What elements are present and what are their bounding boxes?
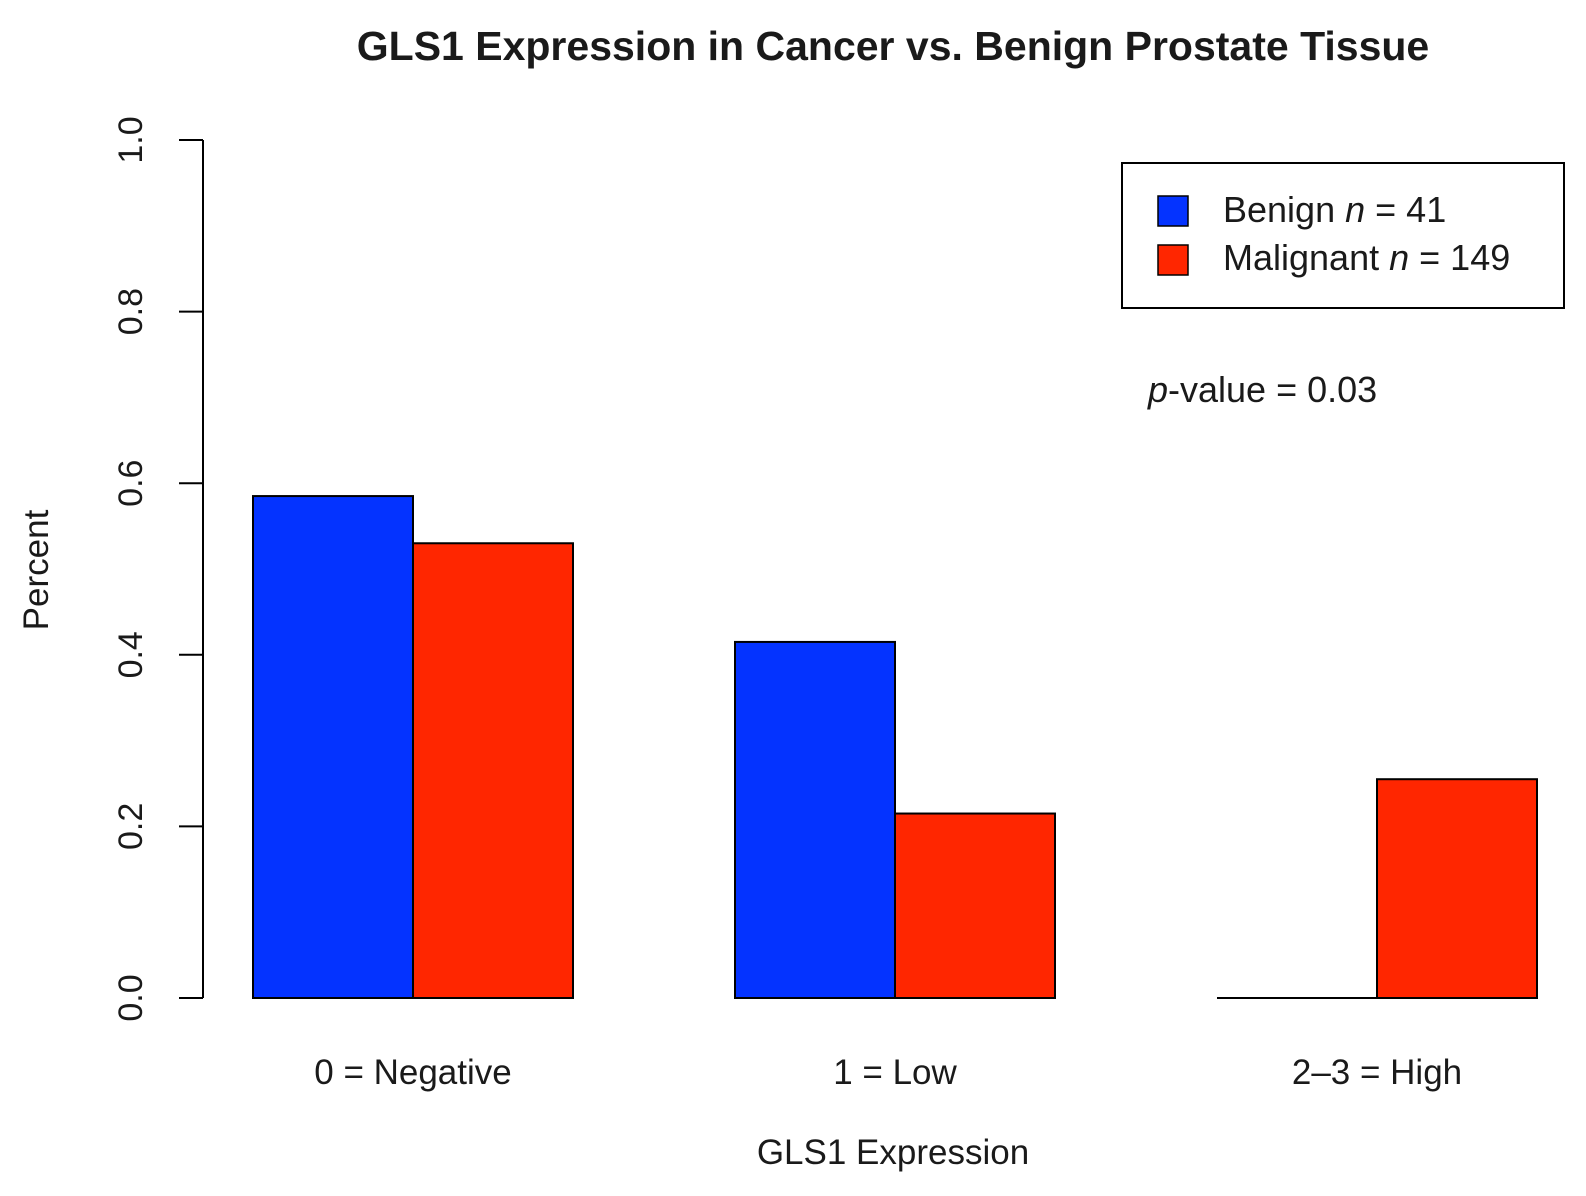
- legend-box: [1121, 162, 1565, 309]
- legend-swatch-malignant: [1157, 244, 1189, 276]
- bar-malignant: [412, 542, 574, 999]
- y-tick-label: 0.4: [112, 631, 150, 678]
- y-tick-label: 0.6: [112, 460, 150, 507]
- legend-swatch-benign: [1157, 195, 1189, 227]
- y-tick-label: 0.0: [112, 974, 150, 1021]
- x-category-label: 2–3 = High: [1292, 1053, 1462, 1092]
- x-axis-label: GLS1 Expression: [757, 1133, 1029, 1172]
- x-category-labels: 0 = Negative 1 = Low 2–3 = High: [314, 1053, 1462, 1092]
- x-category-label: 0 = Negative: [314, 1053, 512, 1092]
- bar-malignant: [894, 812, 1056, 1000]
- y-tick-label: 0.2: [112, 803, 150, 850]
- bar-malignant: [1376, 778, 1538, 1000]
- legend: Benign n = 41 Malignant n = 149: [1121, 162, 1565, 309]
- y-tick-label: 0.8: [112, 288, 150, 335]
- x-category-label: 1 = Low: [833, 1053, 957, 1092]
- y-axis: 0.0 0.2 0.4 0.6 0.8 1.0: [112, 116, 204, 1022]
- y-tick-label: 1.0: [112, 116, 150, 163]
- y-axis-label: Percent: [17, 509, 56, 630]
- p-value-annotation: p-value = 0.03: [1147, 369, 1377, 410]
- bar-benign: [252, 495, 414, 999]
- bars: [252, 495, 1538, 1000]
- legend-label-malignant: Malignant n = 149: [1223, 237, 1510, 278]
- bar-benign: [734, 640, 896, 999]
- legend-label-benign: Benign n = 41: [1223, 189, 1446, 230]
- chart-title: GLS1 Expression in Cancer vs. Benign Pro…: [357, 23, 1429, 69]
